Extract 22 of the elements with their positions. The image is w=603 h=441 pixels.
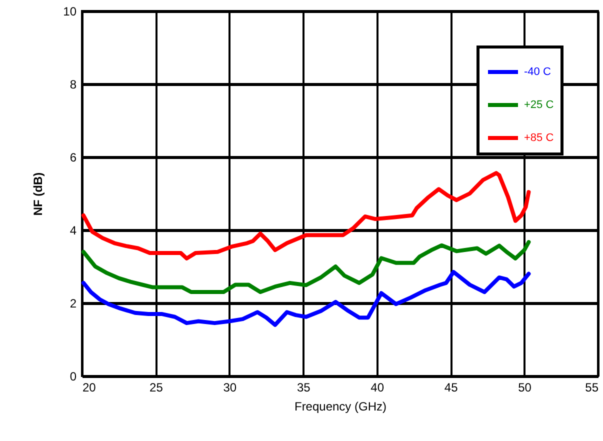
line-series (81, 270, 531, 327)
x-tick-label: 40 (370, 380, 384, 394)
x-tick-label: 55 (585, 380, 599, 394)
x-axis-title: Frequency (GHz) (294, 400, 387, 414)
legend-label: +25 C (524, 99, 554, 111)
line-series (81, 171, 531, 260)
x-tick-label: 45 (444, 380, 458, 394)
y-tick-label: 0 (70, 370, 77, 384)
legend-label: +85 C (524, 132, 554, 144)
y-tick-label: 4 (70, 224, 77, 238)
line-series (81, 240, 531, 294)
x-tick-label: 50 (518, 380, 532, 394)
y-tick-label: 2 (70, 296, 77, 310)
x-tick-label: 35 (296, 380, 311, 394)
legend-label: -40 C (524, 66, 551, 78)
y-tick-label: 6 (70, 150, 77, 164)
x-tick-label: 20 (82, 380, 96, 394)
y-tick-label: 10 (63, 4, 77, 18)
x-tick-label: 25 (150, 380, 164, 394)
y-tick-label: 8 (70, 78, 77, 92)
y-axis-title: NF (dB) (31, 172, 46, 216)
x-tick-label: 30 (223, 380, 237, 394)
